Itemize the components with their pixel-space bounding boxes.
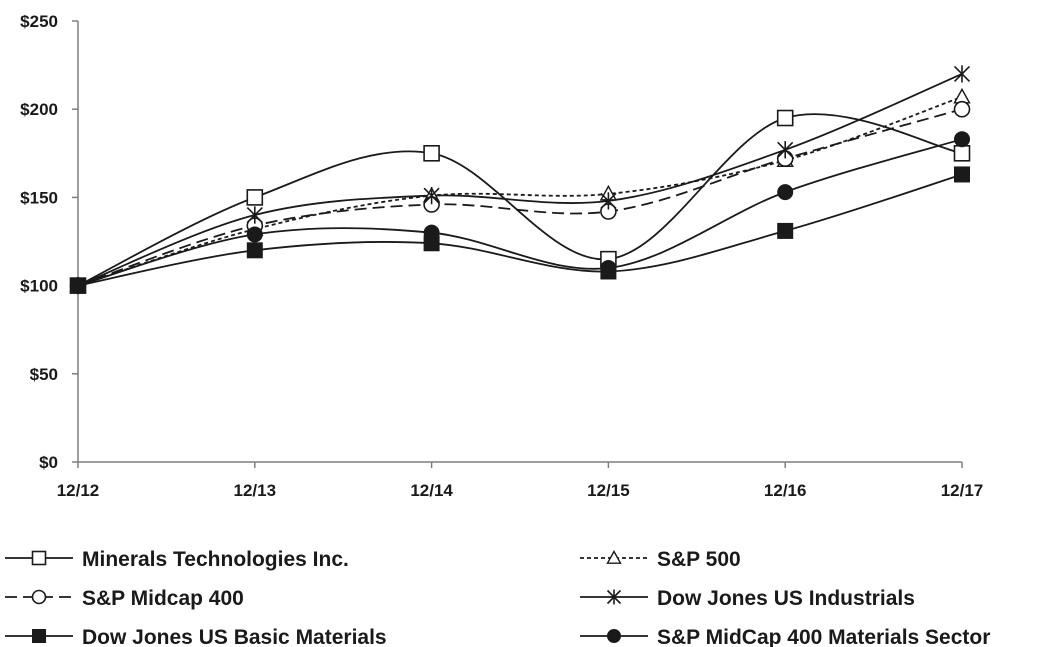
series-line-3: [77, 108, 963, 287]
y-tick-label: $250: [20, 12, 58, 31]
filled-circle-marker: [607, 629, 621, 643]
x-tick-label: 12/17: [941, 481, 984, 500]
filled-circle-marker: [777, 184, 794, 201]
series-markers-5: [70, 166, 970, 294]
asterisk-marker: [606, 589, 622, 605]
open-triangle-marker: [953, 87, 971, 104]
y-tick-label: $0: [39, 453, 58, 472]
asterisk-marker: [953, 65, 971, 83]
open-circle-marker: [31, 589, 47, 605]
series-line-1: [77, 113, 963, 287]
filled-circle-marker: [423, 224, 440, 241]
y-tick-label: $50: [30, 365, 58, 384]
legend-label: S&P Midcap 400: [82, 587, 244, 610]
x-tick-label: 12/15: [587, 481, 630, 500]
series-line-2: [77, 96, 963, 287]
open-square-marker: [776, 109, 794, 127]
y-tick-label: $200: [20, 100, 58, 119]
legend-item: Dow Jones US Basic Materials: [5, 626, 387, 647]
x-tick-label: 12/16: [764, 481, 807, 500]
legend-label: S&P MidCap 400 Materials Sector: [657, 626, 990, 647]
filled-square-marker: [954, 166, 970, 183]
series-markers-6: [70, 131, 970, 294]
filled-square-marker: [32, 629, 46, 643]
filled-circle-marker: [70, 277, 86, 294]
legend-label: Dow Jones US Industrials: [657, 587, 915, 610]
asterisk-marker: [423, 187, 440, 205]
legend-label: Dow Jones US Basic Materials: [82, 626, 387, 647]
y-tick-label: $150: [20, 188, 58, 207]
open-triangle-marker: [606, 550, 622, 564]
series-line-5: [77, 173, 963, 287]
x-tick-label: 12/14: [410, 481, 453, 500]
legend-item: S&P MidCap 400 Materials Sector: [580, 626, 990, 647]
legend-item: S&P 500: [580, 548, 741, 571]
series-markers-1: [69, 109, 971, 294]
legend-label: Minerals Technologies Inc.: [82, 548, 349, 571]
x-tick-label: 12/12: [57, 481, 100, 500]
filled-circle-marker: [246, 226, 263, 243]
series-line-6: [77, 138, 963, 287]
series-markers: [69, 65, 971, 295]
x-tick-label: 12/13: [234, 481, 277, 500]
series-line-4: [77, 73, 963, 287]
asterisk-marker: [246, 206, 263, 224]
open-circle-marker: [953, 100, 971, 118]
legend-item: Dow Jones US Industrials: [580, 587, 915, 610]
filled-square-marker: [246, 242, 263, 259]
series-lines: [77, 73, 963, 287]
chart-legend: Minerals Technologies Inc. S&P 500 S&P Mid…: [5, 548, 990, 647]
y-tick-label: $100: [20, 277, 58, 296]
legend-item: Minerals Technologies Inc.: [5, 548, 349, 571]
filled-circle-marker: [954, 131, 970, 148]
legend-label: S&P 500: [657, 548, 741, 571]
series-markers-2: [69, 87, 971, 293]
filled-circle-marker: [600, 259, 617, 276]
chart-axes: $0 $50 $100 $150 $200 $250 12/12 12/13 12/14 12/1…: [20, 12, 983, 500]
open-square-marker: [31, 550, 47, 566]
asterisk-marker: [777, 141, 794, 159]
open-square-marker: [423, 145, 440, 162]
legend-item: S&P Midcap 400: [5, 587, 244, 610]
open-square-marker: [246, 189, 264, 206]
filled-square-marker: [777, 222, 794, 239]
asterisk-marker: [600, 192, 617, 210]
open-square-marker: [953, 145, 971, 162]
